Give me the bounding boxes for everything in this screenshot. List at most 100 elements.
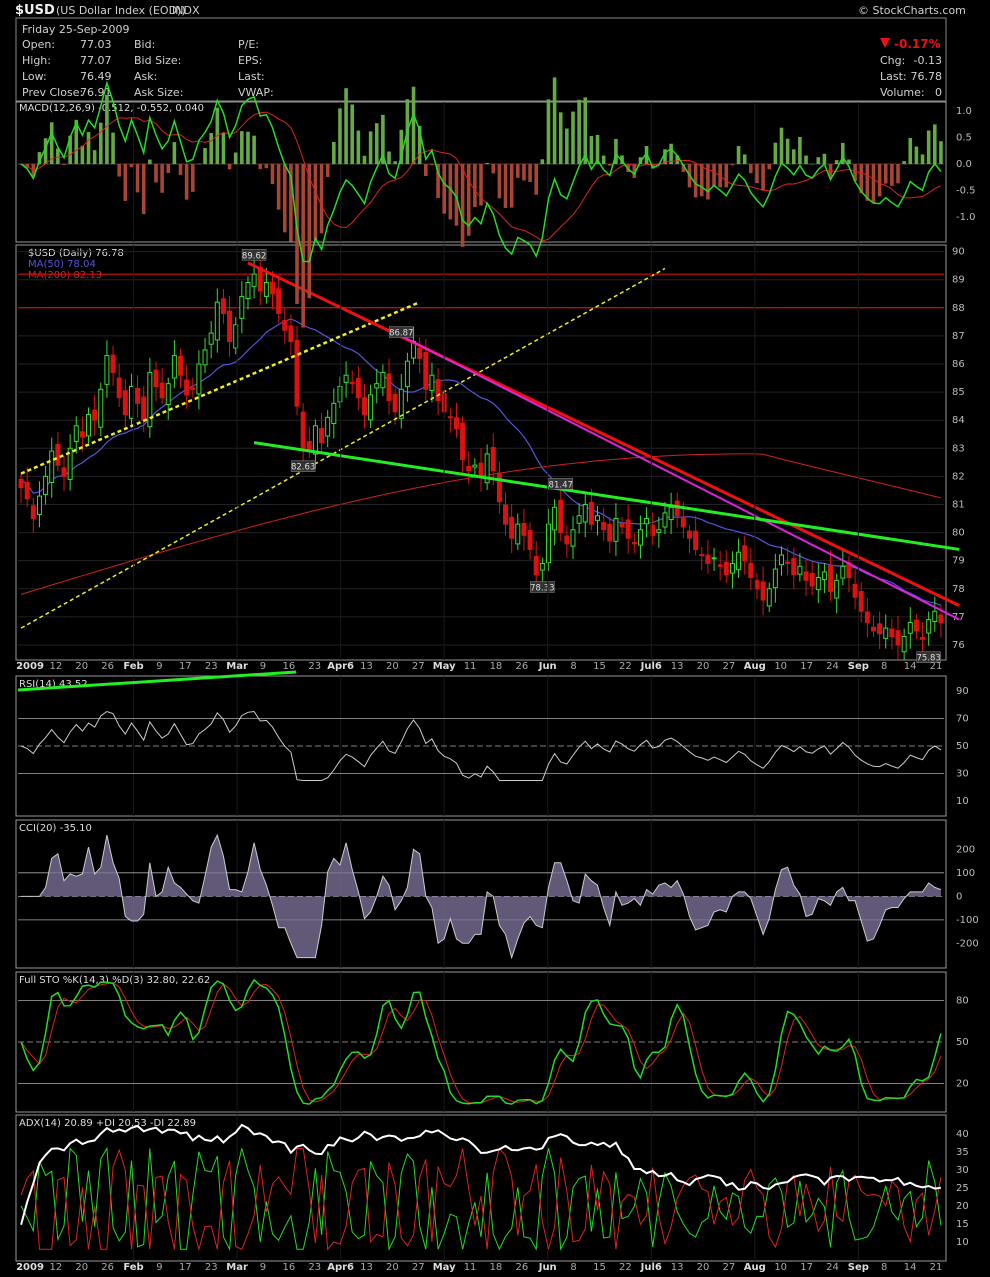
macd-histogram-bar xyxy=(791,149,796,165)
macd-histogram-bar xyxy=(80,145,85,165)
macd-histogram-bar xyxy=(785,138,790,165)
price-tick-label: 90 xyxy=(952,247,965,258)
macd-histogram-bar xyxy=(393,161,397,165)
candle-body xyxy=(693,530,699,550)
low-label: Low: xyxy=(22,70,47,83)
macd-histogram-bar xyxy=(282,164,287,233)
price-tick-label: 77 xyxy=(952,612,965,623)
macd-histogram-bar xyxy=(902,161,906,165)
candle-body xyxy=(478,462,484,477)
x-tick-label: 11 xyxy=(464,1262,477,1273)
candle-body xyxy=(61,467,67,477)
candle-body xyxy=(269,281,275,295)
candle-body xyxy=(809,572,815,587)
candle-body xyxy=(251,273,257,287)
x-tick-label: Feb xyxy=(123,1262,143,1273)
x-tick-label: Jul6 xyxy=(640,661,662,672)
price-tick-label: 84 xyxy=(952,415,965,426)
osc-tick-label: 30 xyxy=(956,1165,969,1176)
x-tick-label: 9 xyxy=(156,661,162,672)
candle-body xyxy=(595,515,601,521)
macd-histogram-bar xyxy=(49,122,54,165)
macd-histogram-bar xyxy=(571,111,575,165)
candle-body xyxy=(30,505,36,520)
candle-body xyxy=(938,614,944,623)
macd-histogram-bar xyxy=(834,160,839,165)
x-tick-label: 23 xyxy=(308,661,321,672)
osc-tick-label: 0.5 xyxy=(956,133,972,144)
osc-tick-label: -100 xyxy=(956,915,979,926)
macd-histogram-bar xyxy=(614,138,618,165)
osc-tick-label: 70 xyxy=(956,713,969,724)
macd-histogram-bar xyxy=(221,133,226,165)
candle-body xyxy=(98,388,104,428)
macd-histogram-bar xyxy=(473,164,477,208)
candle-body xyxy=(178,355,184,376)
candle-body xyxy=(104,355,110,385)
macd-histogram-bar xyxy=(246,131,250,165)
macd-histogram-bar xyxy=(724,164,729,188)
watermark: © StockCharts.com xyxy=(858,4,966,17)
x-tick-label: 20 xyxy=(75,661,88,672)
x-tick-label: Sep xyxy=(848,1262,869,1273)
candle-body xyxy=(276,288,282,314)
chg-label: Chg: xyxy=(880,54,905,67)
macd-signal-line xyxy=(20,111,942,242)
candle-body xyxy=(852,583,858,598)
candle-body xyxy=(312,425,318,455)
x-tick-label: Apr6 xyxy=(327,661,354,672)
candle-body xyxy=(760,581,766,601)
x-tick-label: 13 xyxy=(360,1262,373,1273)
x-tick-label: 15 xyxy=(593,1262,606,1273)
macd-histogram-bar xyxy=(436,164,440,199)
x-tick-label: 13 xyxy=(671,661,684,672)
candle-body xyxy=(613,518,619,542)
candle-body xyxy=(453,417,459,430)
x-tick-label: Jun xyxy=(538,1262,557,1273)
x-tick-label: Jul6 xyxy=(640,1262,662,1273)
candle-body xyxy=(889,628,895,638)
candle-body xyxy=(601,522,607,531)
adx-title: ADX(14) 20.89 +DI 20.53 -DI 22.89 xyxy=(19,1118,196,1129)
candle-body xyxy=(460,422,466,461)
x-tick-label: 23 xyxy=(205,661,218,672)
macd-histogram-bar xyxy=(338,108,342,165)
bid-label: Bid: xyxy=(134,38,155,51)
macd-histogram-bar xyxy=(160,164,164,193)
candle-body xyxy=(668,506,674,521)
price-tick-label: 83 xyxy=(952,443,965,454)
macd-histogram-bar xyxy=(148,159,152,165)
candle-body xyxy=(141,396,147,421)
macd-histogram-bar xyxy=(515,164,520,178)
x-tick-label: 12 xyxy=(50,661,63,672)
macd-histogram-bar xyxy=(307,164,312,299)
price-tick-label: 87 xyxy=(952,331,965,342)
macd-histogram-bar xyxy=(779,127,784,165)
macd-histogram-bar xyxy=(197,163,201,165)
macd-histogram-bar xyxy=(227,164,232,170)
candle-body xyxy=(521,522,527,536)
candle-body xyxy=(907,621,913,634)
volume-value: 0 xyxy=(935,86,942,99)
osc-tick-label: 200 xyxy=(956,844,975,855)
macd-histogram-bar xyxy=(417,125,422,165)
macd-histogram-bar xyxy=(589,135,594,165)
candle-body xyxy=(116,377,122,399)
magenta-downtrend-line xyxy=(400,335,960,621)
pe-label: P/E: xyxy=(238,38,259,51)
candle-body xyxy=(576,515,582,524)
macd-histogram-bar xyxy=(761,164,765,191)
x-tick-label: Mar xyxy=(226,1262,248,1273)
x-tick-label: 14 xyxy=(904,1262,917,1273)
candle-body xyxy=(214,301,220,341)
open-label: Open: xyxy=(22,38,55,51)
osc-tick-label: 20 xyxy=(956,1201,969,1212)
candle-body xyxy=(423,351,429,390)
candle-body xyxy=(159,382,165,399)
x-tick-label: 20 xyxy=(386,661,399,672)
macd-histogram-bar xyxy=(939,141,943,165)
macd-histogram-bar xyxy=(920,154,925,165)
yellow-trendline-lower xyxy=(20,267,666,629)
price-tick-label: 86 xyxy=(952,359,965,370)
candle-body xyxy=(496,472,502,503)
